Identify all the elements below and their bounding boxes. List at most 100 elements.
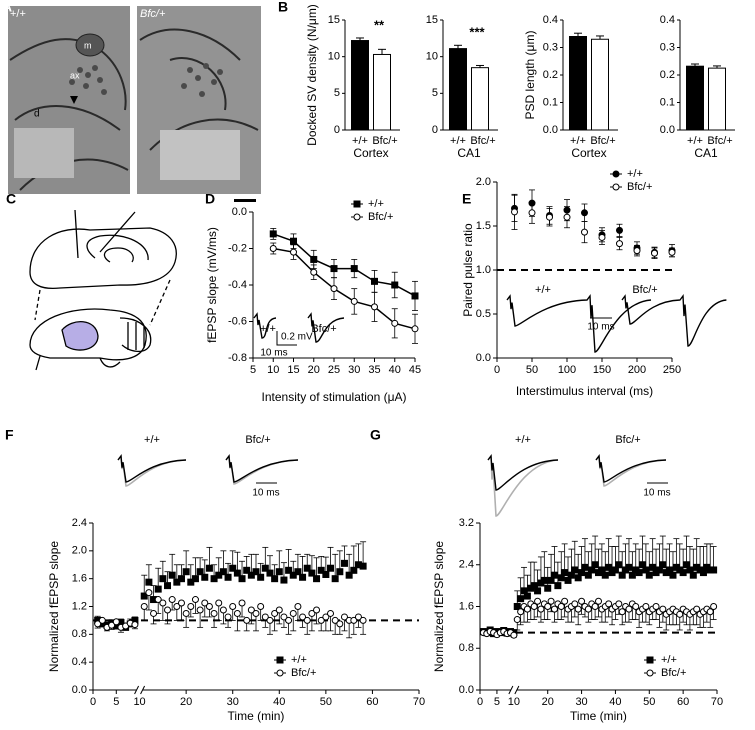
trace <box>621 294 727 347</box>
trace-label: Bfc/+ <box>245 434 270 446</box>
marker <box>150 609 158 617</box>
axis-break <box>136 686 143 694</box>
marker <box>290 248 297 256</box>
trace-label: Bfc/+ <box>632 284 657 296</box>
marker <box>140 592 148 600</box>
marker <box>317 616 325 624</box>
marker <box>219 568 227 576</box>
marker <box>269 245 277 252</box>
group-label: CA1 <box>694 146 718 160</box>
panel-label: A <box>2 0 12 15</box>
marker <box>584 605 592 613</box>
x-tick-label: +/+ <box>450 135 466 147</box>
marker <box>330 285 338 293</box>
x-axis-label: Interstimulus interval (ms) <box>516 384 653 398</box>
legend-label: Bfc/+ <box>661 667 686 679</box>
marker <box>313 606 321 614</box>
x-tick-label: Bfc/+ <box>372 135 397 147</box>
x-tick-label: 50 <box>643 696 655 708</box>
marker <box>350 566 358 574</box>
legend-marker <box>646 669 654 677</box>
guide-line <box>34 279 171 326</box>
marker <box>659 605 667 613</box>
annotation: d <box>34 109 40 120</box>
marker <box>210 609 218 617</box>
y-tick-label: 2.0 <box>72 545 87 557</box>
bar <box>569 36 587 131</box>
marker <box>108 621 116 629</box>
trace <box>595 454 667 483</box>
marker <box>168 596 176 604</box>
marker <box>581 209 588 217</box>
marker <box>550 571 558 579</box>
marker <box>224 573 232 581</box>
legend-marker <box>353 213 361 221</box>
marker <box>523 592 531 600</box>
marker <box>561 569 569 577</box>
marker <box>112 618 120 626</box>
marker <box>196 606 204 614</box>
marker <box>308 569 316 577</box>
marker <box>411 325 419 333</box>
bar <box>373 53 391 131</box>
marker <box>131 621 139 629</box>
marker <box>331 575 339 583</box>
image-label: +/+ <box>10 8 26 20</box>
marker <box>238 575 246 583</box>
y-axis-label: Normalized fEPSP slope <box>432 541 446 673</box>
marker <box>243 616 251 624</box>
arrowhead <box>70 96 78 104</box>
marker <box>294 603 302 610</box>
marker <box>299 613 307 621</box>
y-tick-label: 5 <box>334 87 340 99</box>
marker <box>336 620 344 628</box>
y-tick-label: 0.2 <box>543 69 558 81</box>
marker <box>285 616 293 624</box>
marker <box>310 268 318 276</box>
y-tick-label: 15 <box>328 14 340 26</box>
marker <box>642 603 650 610</box>
marker <box>578 597 586 605</box>
marker <box>271 609 279 617</box>
y-tick-label: 2.4 <box>459 559 474 571</box>
marker <box>537 605 545 613</box>
significance: ** <box>374 17 385 32</box>
x-tick-label: 250 <box>663 364 681 376</box>
marker <box>340 559 348 567</box>
axis-break <box>134 685 146 695</box>
marker <box>563 213 571 221</box>
bar <box>591 38 609 131</box>
marker <box>238 599 246 607</box>
marker <box>391 281 399 289</box>
marker <box>651 249 658 257</box>
x-tick-label: 40 <box>389 364 401 376</box>
marker <box>616 240 623 248</box>
marker <box>173 603 181 610</box>
x-axis-label: Time (min) <box>228 709 285 723</box>
marker <box>632 603 640 610</box>
trace-label: +/+ <box>535 284 551 296</box>
marker <box>530 603 538 610</box>
marker <box>350 297 358 305</box>
x-tick-label: 30 <box>348 364 360 376</box>
x-tick-label: 5 <box>494 696 500 708</box>
marker <box>224 613 232 621</box>
y-axis-label: fEPSP slope (mV/ms) <box>205 227 219 343</box>
panel-c: C <box>6 191 177 371</box>
marker <box>679 569 687 577</box>
marker <box>145 578 153 586</box>
y-tick-label: 2.0 <box>476 176 491 188</box>
marker <box>205 564 213 572</box>
marker <box>354 613 362 621</box>
marker <box>345 571 353 579</box>
marker <box>601 571 609 579</box>
marker <box>625 563 633 571</box>
marker <box>310 255 318 263</box>
y-tick-label: 0.0 <box>459 684 474 696</box>
trace <box>487 453 559 517</box>
marker <box>523 605 531 613</box>
x-tick-label: +/+ <box>352 135 368 147</box>
marker <box>517 595 525 603</box>
marker <box>233 569 241 577</box>
